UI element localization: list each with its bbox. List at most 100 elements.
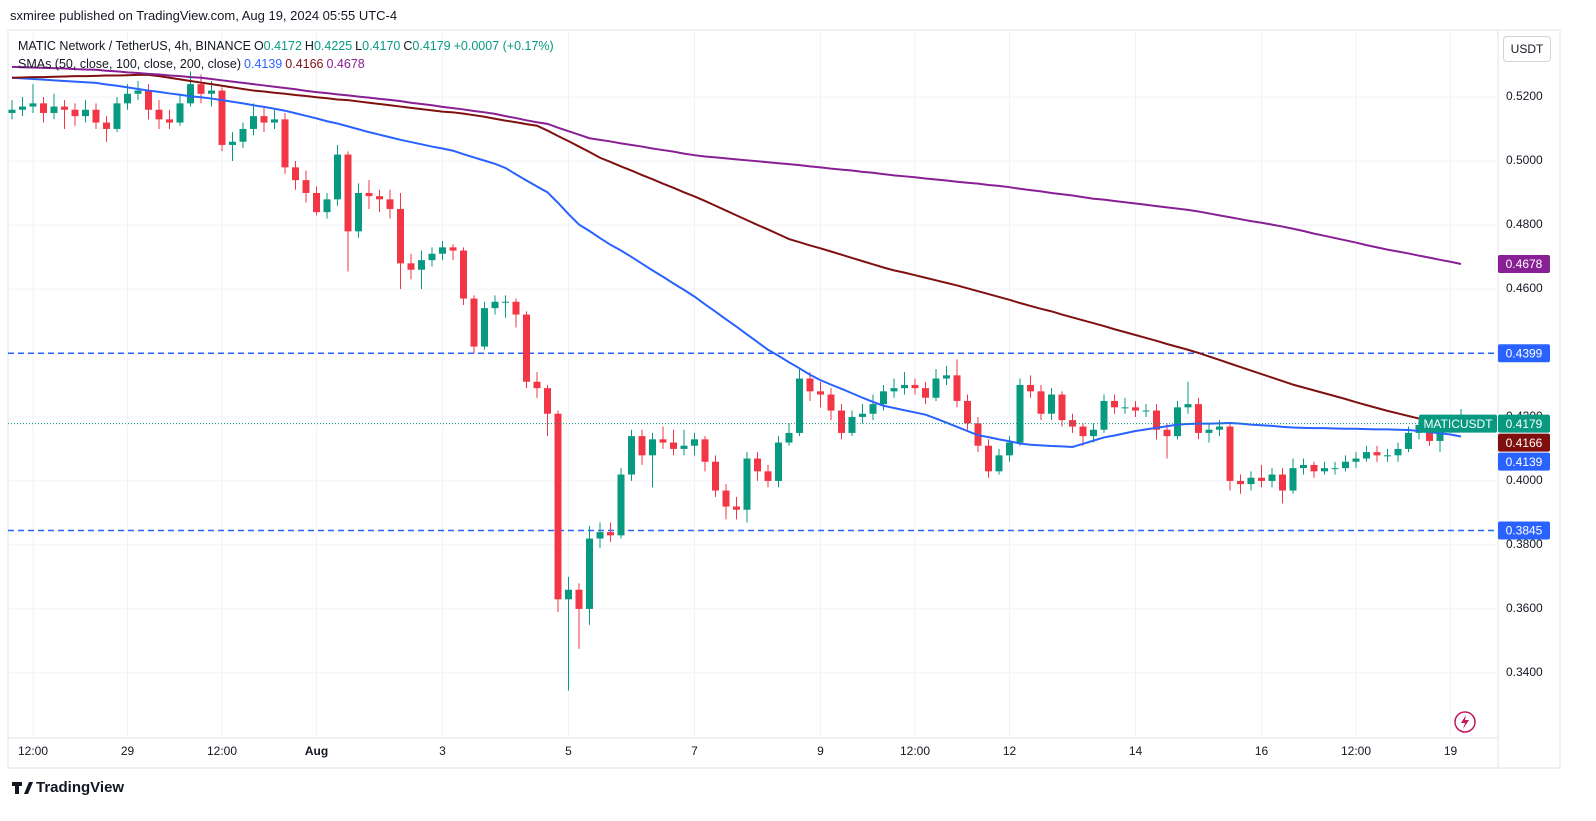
candle-body [691,439,698,446]
x-tick-label: 29 [121,744,135,758]
price-badge-label: 0.4166 [1506,436,1543,450]
grid: 0.34000.36000.38000.40000.42000.44000.46… [8,30,1543,758]
candle-body [1321,468,1328,472]
candle-body [92,109,100,123]
currency-button[interactable]: USDT [1503,36,1551,62]
candle-body [1373,452,1381,456]
frame [7,29,1561,769]
candle-body [1300,464,1307,469]
candle-body [1226,426,1234,481]
candle-body [1195,404,1202,433]
candle-body [50,106,58,113]
candle-body [649,439,656,456]
candle-body [449,247,457,251]
indicator-value: 0.4678 [326,57,365,71]
candle-body [166,119,173,123]
candle-body [323,199,331,213]
candle-body [628,436,635,475]
candle-body [995,455,1003,472]
candle-body [523,314,530,382]
candle-body [554,413,562,600]
alert-icon[interactable] [1454,711,1476,733]
candle-body [208,90,215,94]
ohlc-value: 0.4179 [412,39,451,53]
candle-body [281,119,289,168]
change: +0.0007 (+0.17%) [453,39,554,53]
candle-body [1100,400,1108,430]
ohlc-key: H [304,39,314,53]
candle-body [1111,400,1118,408]
candle-body [491,301,499,309]
candle-body [334,154,341,200]
candle-body [670,442,677,449]
candle-body [817,391,824,395]
candle-body [1394,448,1402,456]
candle-body [1363,452,1370,459]
candle-body [743,458,751,510]
candle-body [775,442,782,481]
candle-body [796,378,803,433]
legend: MATIC Network / TetherUS, 4h, BINANCE O0.… [18,39,557,71]
candle-body [61,106,68,110]
candle-body [260,116,268,123]
candle-body [701,439,709,462]
price-badge [1498,414,1550,433]
candle-body [1048,394,1055,414]
symbol-badge [1419,414,1497,433]
ohlc-key: O [253,39,264,53]
candle-body [145,90,152,110]
candle-body [344,154,352,232]
candle-body [407,263,415,270]
plot [8,65,1498,691]
candle-body [397,208,404,264]
x-tick-label: 3 [439,744,446,758]
x-tick-label: 9 [817,744,824,758]
candle-body [1163,429,1171,437]
candle-body [617,474,625,536]
candle-body [1342,461,1349,469]
brand: TradingView [36,779,125,796]
candle-body [607,532,614,536]
x-tick-label: 14 [1129,744,1143,758]
candle-body [596,532,604,539]
indicator: SMAs (50, close, 100, close, 200, close) [18,57,242,71]
price-badge-label: 0.4678 [1506,257,1543,271]
candle-body [1121,407,1129,409]
sma-line [11,73,1462,429]
candle-body [418,260,425,270]
candle-body [470,298,478,347]
candle-body [1384,455,1391,457]
candle-body [313,192,320,213]
candle-body [176,103,184,123]
symbol-badge-label: MATICUSDT [1423,417,1493,431]
candle-body [1184,404,1192,408]
candle-body [1174,407,1181,437]
symbol-legend: MATIC Network / TetherUS, 4h, BINANCE O0.… [18,39,557,53]
candle-body [187,84,194,104]
candle-body [218,90,226,145]
alert-icon-bolt [1461,715,1469,729]
ohlc-key: L [355,39,363,53]
candle-body [1331,468,1339,470]
candle-body [239,128,247,142]
candle-body [1216,426,1223,430]
x-tick-label: 12:00 [207,744,237,758]
brand-logo [12,782,33,794]
badges: 0.4678 0.4399 0.4179 MATICUSDT 0.4166 0.4139 0… [1419,254,1550,540]
candle-body [512,301,520,315]
candle-body [575,589,583,609]
candle-body [134,90,142,94]
ohlc-value: 0.4172 [263,39,302,53]
candle-body [19,106,26,110]
candle-body [8,109,16,113]
candle-body [1079,426,1087,437]
candle-body [922,388,929,398]
publisher: sxmiree published on TradingView.com, Au… [10,8,398,23]
candle-body [880,391,887,405]
indicator-value: 0.4139 [244,57,283,71]
candle-body [1405,432,1412,449]
candle-body [533,381,541,389]
y-tick-label: 0.3800 [1506,537,1543,551]
candle-body [806,378,814,392]
